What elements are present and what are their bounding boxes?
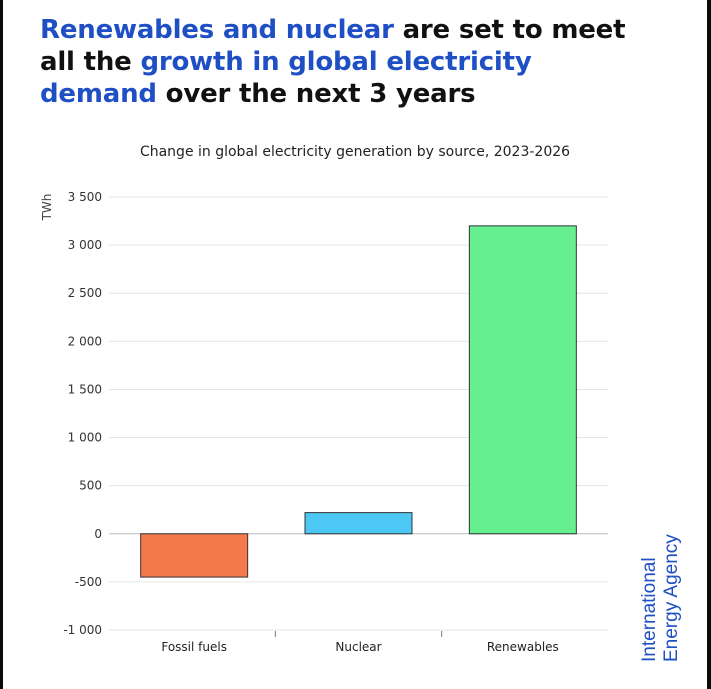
y-tick-label: 2 500 bbox=[68, 286, 102, 300]
y-tick-label: 3 000 bbox=[68, 238, 102, 252]
bar-chart: 3 500 3 000 2 500 2 000 1 500 1 000 500 0 -500 -1… bbox=[40, 190, 608, 654]
y-tick-label: 500 bbox=[79, 479, 102, 493]
x-category-label: Fossil fuels bbox=[161, 640, 227, 654]
headline-highlight-1: Renewables and nuclear bbox=[40, 15, 394, 45]
y-tick-label: 0 bbox=[94, 527, 102, 541]
headline-text-1: are set to meet bbox=[393, 15, 626, 45]
y-tick-label: 1 000 bbox=[68, 431, 102, 445]
x-category-label: Nuclear bbox=[335, 640, 381, 654]
headline-text-3: over the next 3 years bbox=[156, 79, 476, 109]
bar-fossil-fuels bbox=[140, 533, 249, 578]
iea-logo: International Energy Agency bbox=[639, 534, 682, 662]
y-axis-label: TWh bbox=[40, 194, 54, 222]
chart-card: Renewables and nuclear are set to meet a… bbox=[3, 0, 707, 689]
brand-line-1: International bbox=[639, 557, 660, 662]
y-axis-ticks: 3 500 3 000 2 500 2 000 1 500 1 000 500 0 -500 -1… bbox=[63, 190, 102, 637]
y-tick-label: 3 500 bbox=[68, 190, 102, 204]
headline: Renewables and nuclear are set to meet a… bbox=[40, 14, 640, 110]
y-tick-label: 1 500 bbox=[68, 382, 102, 396]
y-tick-label: 2 000 bbox=[68, 334, 102, 348]
x-axis-categories: Fossil fuels Nuclear Renewables bbox=[161, 631, 559, 654]
chart-title: Change in global electricity generation … bbox=[139, 144, 571, 160]
headline-text-2: all the bbox=[40, 47, 141, 77]
brand-line-2: Energy Agency bbox=[661, 534, 682, 662]
y-tick-label: -1 000 bbox=[63, 623, 102, 637]
bars bbox=[140, 225, 577, 578]
bar-nuclear bbox=[304, 512, 413, 535]
headline-highlight-3: demand bbox=[40, 79, 157, 109]
headline-highlight-2: growth in global electricity bbox=[140, 47, 532, 77]
bar-renewables bbox=[468, 225, 577, 535]
y-tick-label: -500 bbox=[75, 575, 102, 589]
x-category-label: Renewables bbox=[487, 640, 559, 654]
